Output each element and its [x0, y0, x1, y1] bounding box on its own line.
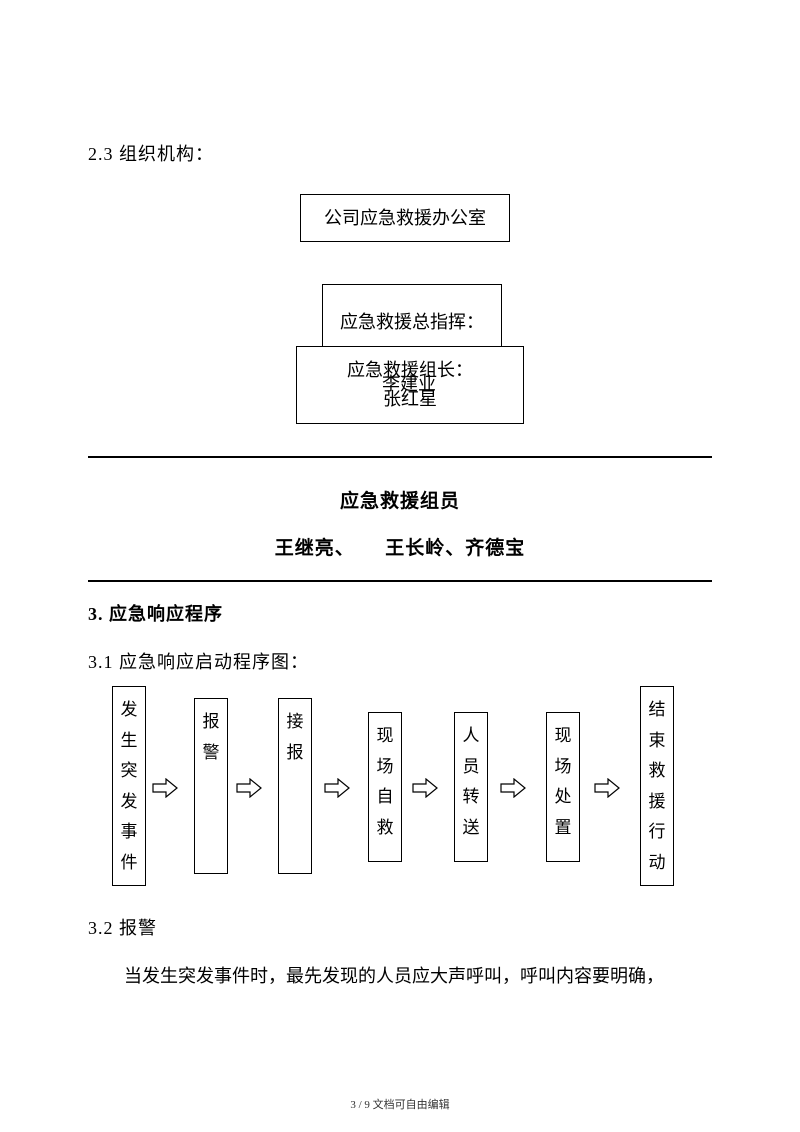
flow-arrow-1: [152, 778, 178, 798]
org-box-commander-label: 应急救援总指挥：: [340, 308, 484, 337]
flow-step-1: 发生突发事件: [112, 686, 146, 886]
team-members-block: 应急救援组员 王继亮、 王长岭、齐德宝: [88, 458, 712, 580]
flow-arrow-6: [594, 778, 620, 798]
flow-step-3: 接报: [278, 698, 312, 874]
flow-step-2: 报警: [194, 698, 228, 874]
section-3-heading: 3. 应急响应程序: [88, 600, 712, 626]
section-3-2-heading: 3.2 报警: [88, 914, 712, 940]
flow-arrow-5: [500, 778, 526, 798]
page-footer: 3 / 9 文档可自由编辑: [0, 1096, 800, 1112]
org-box-office-label: 公司应急救援办公室: [324, 204, 486, 233]
section-3-2-paragraph: 当发生突发事件时，最先发现的人员应大声呼叫，呼叫内容要明确，: [88, 962, 712, 991]
team-members-names: 王继亮、 王长岭、齐德宝: [88, 533, 712, 560]
org-box-office: 公司应急救援办公室: [300, 194, 510, 242]
flow-step-4: 现场自救: [368, 712, 402, 862]
flow-step-6: 现场处置: [546, 712, 580, 862]
section-3-1-heading: 3.1 应急响应启动程序图：: [88, 648, 712, 674]
flow-step-7: 结束救援行动: [640, 686, 674, 886]
response-flow-diagram: 发生突发事件 报警接报 现场自救 人员转送 现场处置 结束救援行动: [0, 686, 800, 896]
section-2-3-heading: 2.3 组织机构：: [88, 140, 712, 166]
org-overlap-name: 李建业: [382, 370, 436, 396]
flow-step-5: 人员转送: [454, 712, 488, 862]
flow-arrow-4: [412, 778, 438, 798]
team-members-title: 应急救援组员: [88, 486, 712, 513]
divider-bottom: [88, 580, 712, 582]
org-structure-diagram: 公司应急救援办公室 应急救援总指挥： 应急救援组长： 张红星 李建业: [0, 176, 800, 426]
flow-arrow-2: [236, 778, 262, 798]
flow-arrow-3: [324, 778, 350, 798]
